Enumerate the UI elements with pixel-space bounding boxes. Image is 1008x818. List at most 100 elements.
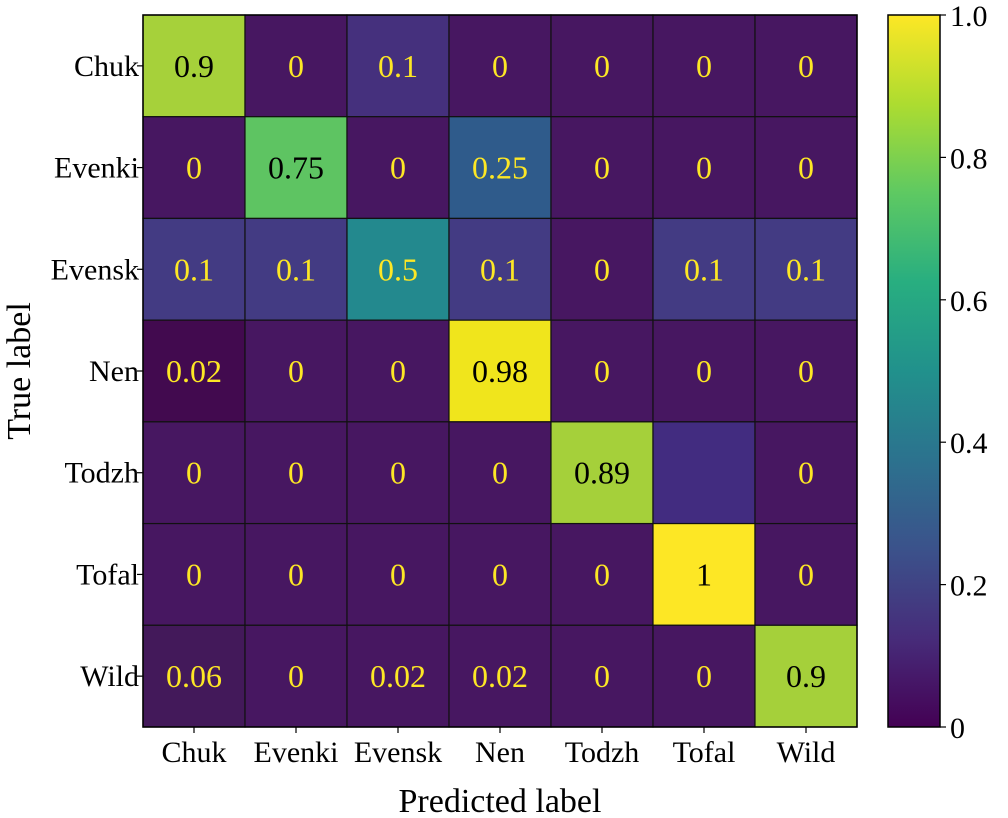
y-tick-label: Wild bbox=[80, 660, 139, 693]
heatmap-cell bbox=[142, 624, 246, 728]
cell-value-label: 0 bbox=[186, 556, 202, 592]
heatmap-cell bbox=[448, 319, 552, 423]
x-tick-label: Tofal bbox=[673, 736, 736, 769]
heatmap-cell bbox=[448, 14, 552, 118]
heatmap-cell bbox=[550, 116, 654, 220]
colorbar-tick-label: 0.8 bbox=[950, 142, 988, 175]
cell-value-label: 0 bbox=[798, 556, 814, 592]
cell-value-label: 0.5 bbox=[378, 251, 418, 287]
heatmap-cell bbox=[754, 624, 858, 728]
heatmap-cell bbox=[652, 522, 756, 626]
cell-value-label: 0 bbox=[798, 455, 814, 491]
colorbar-ticks: 0 0.2 0.4 0.6 0.8 1.0 bbox=[940, 0, 988, 745]
cell-value-label: 0 bbox=[288, 48, 304, 84]
heatmap-cell bbox=[448, 522, 552, 626]
cell-value-label: 0 bbox=[390, 556, 406, 592]
cell-value-label: 0.1 bbox=[276, 251, 316, 287]
cell-value-label: 0 bbox=[492, 455, 508, 491]
heatmap-cell bbox=[652, 116, 756, 220]
heatmap-cell bbox=[652, 14, 756, 118]
y-tick-label: Nen bbox=[89, 355, 139, 388]
heatmap-cell bbox=[754, 116, 858, 220]
cell-value-label: 0.9 bbox=[174, 48, 214, 84]
heatmap-cell bbox=[448, 217, 552, 321]
heatmap-cell bbox=[346, 421, 450, 525]
heatmap-cell bbox=[652, 624, 756, 728]
cell-value-label: 0 bbox=[288, 455, 304, 491]
cell-value-label: 0 bbox=[288, 353, 304, 389]
cell-value-label: 0.02 bbox=[370, 658, 426, 694]
y-tick-labels: Chuk Evenki Evensk Nen Todzh Tofal Wild bbox=[51, 50, 143, 693]
cell-value-label: 0 bbox=[594, 353, 610, 389]
colorbar-tick-label: 0 bbox=[950, 712, 965, 745]
heatmap-cell bbox=[754, 319, 858, 423]
cell-value-label: 0 bbox=[696, 48, 712, 84]
cell-value-label: 0.1 bbox=[174, 251, 214, 287]
heatmap-cell bbox=[346, 116, 450, 220]
heatmap-cell bbox=[652, 217, 756, 321]
heatmap-cell bbox=[142, 14, 246, 118]
cell-value-label: 0.02 bbox=[472, 658, 528, 694]
cell-value-label: 0 bbox=[390, 150, 406, 186]
heatmap-cell bbox=[244, 217, 348, 321]
cell-value-label: 0 bbox=[492, 556, 508, 592]
heatmap-cell bbox=[244, 522, 348, 626]
cell-value-label: 0 bbox=[594, 658, 610, 694]
x-axis-label: Predicted label bbox=[399, 783, 602, 818]
cell-value-label: 0 bbox=[594, 150, 610, 186]
cell-value-label: 0 bbox=[288, 658, 304, 694]
x-tick-label: Evenki bbox=[254, 736, 339, 769]
y-tick-label: Tofal bbox=[76, 558, 139, 591]
heatmap-cells: 0.9 0 0.1 0 0 0 0 0 0.75 0 0.25 0 0 0 0.1 0.1 0.5 0.1 0 0.1… bbox=[142, 14, 858, 728]
cell-value-label: 0.1 bbox=[786, 251, 826, 287]
x-tick-label: Chuk bbox=[161, 736, 226, 769]
cell-value-label: 0 bbox=[390, 353, 406, 389]
cell-value-label: 0 bbox=[696, 658, 712, 694]
heatmap-cell bbox=[652, 421, 756, 525]
x-tick-label: Wild bbox=[777, 736, 836, 769]
cell-value-label: 0 bbox=[696, 353, 712, 389]
heatmap-cell bbox=[550, 217, 654, 321]
cell-value-label: 0 bbox=[798, 48, 814, 84]
y-tick-label: Todzh bbox=[64, 457, 139, 490]
colorbar-tick-label: 0.2 bbox=[950, 570, 988, 603]
heatmap-cell bbox=[142, 421, 246, 525]
cell-value-label: 0.75 bbox=[268, 150, 324, 186]
cell-value-label: 0 bbox=[594, 556, 610, 592]
cell-value-label: 0.9 bbox=[786, 658, 826, 694]
x-tick-labels: Chuk Evenki Evensk Nen Todzh Tofal Wild bbox=[161, 727, 835, 769]
heatmap-cell bbox=[244, 14, 348, 118]
heatmap-cell bbox=[244, 319, 348, 423]
colorbar bbox=[887, 14, 941, 728]
cell-value-label: 0.98 bbox=[472, 353, 528, 389]
heatmap-cell bbox=[550, 624, 654, 728]
heatmap-cell bbox=[448, 624, 552, 728]
colorbar-tick-label: 0.6 bbox=[950, 285, 988, 318]
cell-value-label: 0 bbox=[186, 150, 202, 186]
cell-value-label: 0.1 bbox=[480, 251, 520, 287]
y-axis-label: True label bbox=[1, 302, 38, 440]
cell-value-label: 0 bbox=[288, 556, 304, 592]
y-tick-label: Evensk bbox=[51, 253, 139, 286]
colorbar-tick-label: 1.0 bbox=[950, 0, 988, 33]
cell-value-label: 0 bbox=[798, 353, 814, 389]
y-tick-label: Evenki bbox=[54, 152, 139, 185]
heatmap-cell bbox=[754, 217, 858, 321]
heatmap-cell bbox=[346, 217, 450, 321]
cell-value-label: 0 bbox=[594, 251, 610, 287]
cell-value-label: 0 bbox=[492, 48, 508, 84]
cell-value-label: 0.25 bbox=[472, 150, 528, 186]
heatmap-cell bbox=[550, 14, 654, 118]
y-tick-label: Chuk bbox=[74, 50, 139, 83]
heatmap-cell bbox=[142, 522, 246, 626]
x-tick-label: Todzh bbox=[565, 736, 640, 769]
cell-value-label: 0 bbox=[594, 48, 610, 84]
cell-value-label: 0 bbox=[186, 455, 202, 491]
heatmap-cell bbox=[652, 319, 756, 423]
cell-value-label: 0.1 bbox=[378, 48, 418, 84]
colorbar-tick-label: 0.4 bbox=[950, 427, 988, 460]
cell-value-label: 0.89 bbox=[574, 455, 630, 491]
x-tick-label: Nen bbox=[475, 736, 525, 769]
cell-value-label: 0 bbox=[390, 455, 406, 491]
